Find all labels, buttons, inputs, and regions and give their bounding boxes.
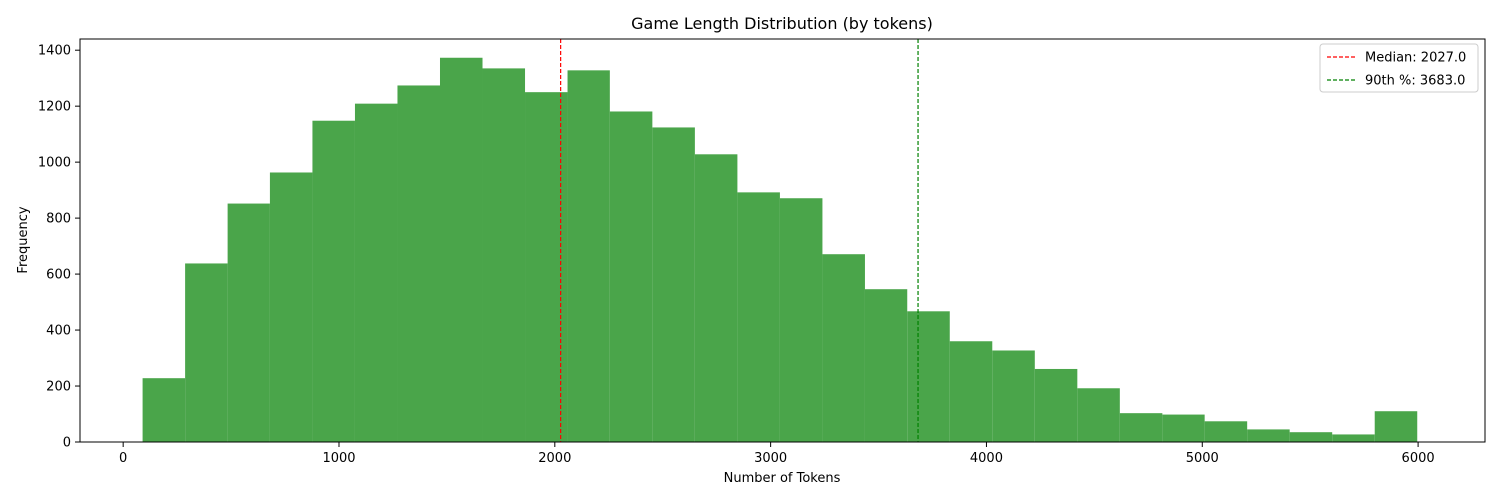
y-tick-label-1: 200: [46, 380, 71, 395]
histogram-bar-0: [142, 378, 186, 442]
histogram-bar-23: [1119, 413, 1163, 442]
y-tick-label-0: 0: [63, 436, 71, 451]
x-axis-label: Number of Tokens: [724, 471, 841, 486]
y-tick-label-7: 1400: [38, 44, 71, 59]
chart-title: Game Length Distribution (by tokens): [631, 14, 933, 33]
x-tick-label-4: 4000: [970, 451, 1003, 466]
legend-label-1: 90th %: 3683.0: [1365, 74, 1465, 89]
histogram-bar-19: [949, 341, 993, 442]
histogram-bar-10: [567, 70, 610, 442]
histogram-bar-18: [907, 311, 950, 442]
histogram-bar-21: [1034, 368, 1078, 442]
legend-label-0: Median: 2027.0: [1365, 51, 1466, 66]
histogram-bar-28: [1332, 434, 1375, 442]
histogram-bar-15: [779, 198, 823, 442]
x-tick-label-6: 6000: [1402, 451, 1435, 466]
y-tick-label-6: 1200: [38, 100, 71, 115]
histogram-bar-5: [354, 103, 398, 443]
histogram-bar-1: [185, 263, 228, 442]
histogram-bar-14: [737, 192, 780, 442]
histogram-bar-17: [864, 289, 908, 442]
histogram-bar-8: [482, 68, 526, 442]
histogram-bar-13: [694, 154, 738, 443]
histogram-bar-24: [1162, 414, 1205, 442]
histogram-bar-2: [227, 203, 270, 442]
x-tick-label-3: 3000: [754, 451, 787, 466]
plot-frame: [79, 38, 1486, 443]
y-axis-label: Frequency: [16, 206, 31, 273]
x-tick-label-0: 0: [119, 451, 127, 466]
histogram-bar-4: [312, 120, 355, 442]
histogram-bar-22: [1077, 388, 1120, 442]
y-axis-ticks: 0 200 400 600 800 1000 1200 1400: [38, 44, 80, 451]
histogram-bar-26: [1247, 429, 1290, 442]
histogram-bar-6: [397, 85, 440, 443]
reference-lines-group: [560, 39, 919, 442]
x-tick-label-5: 5000: [1186, 451, 1219, 466]
histogram-bar-27: [1289, 432, 1333, 442]
x-tick-label-1: 1000: [322, 451, 355, 466]
x-tick-label-2: 2000: [538, 451, 571, 466]
histogram-bar-16: [822, 254, 865, 442]
y-tick-label-4: 800: [46, 212, 71, 227]
legend-box: [1319, 43, 1479, 93]
histogram-bar-29: [1374, 411, 1418, 442]
histogram-bar-12: [652, 127, 695, 442]
x-axis-ticks: 0 1000 2000 3000 4000 5000 6000: [119, 442, 1435, 466]
bars-group: [142, 57, 1418, 443]
histogram-bar-7: [439, 57, 483, 442]
histogram-bar-11: [609, 111, 653, 442]
histogram-bar-20: [992, 350, 1035, 442]
histogram-bar-3: [269, 172, 313, 443]
y-tick-label-5: 1000: [38, 156, 71, 171]
histogram-bar-25: [1204, 421, 1248, 442]
y-tick-label-3: 600: [46, 268, 71, 283]
y-tick-label-2: 400: [46, 324, 71, 339]
legend: Median: 2027.0 90th %: 3683.0: [1319, 43, 1479, 93]
